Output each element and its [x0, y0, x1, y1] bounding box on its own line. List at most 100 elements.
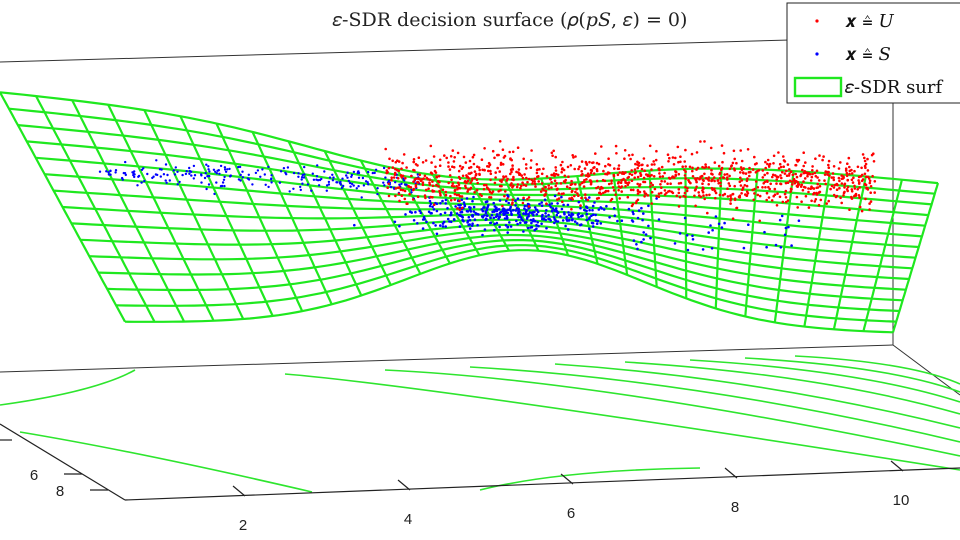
point-u — [823, 179, 826, 182]
point-u — [616, 173, 620, 177]
point-s — [357, 176, 361, 179]
point-u — [868, 179, 872, 183]
point-u — [643, 195, 646, 198]
point-u — [858, 205, 862, 209]
point-s — [432, 221, 435, 225]
point-u — [832, 193, 836, 197]
point-s — [224, 170, 228, 173]
point-s — [165, 181, 168, 184]
point-u — [683, 191, 687, 195]
point-u — [653, 187, 657, 191]
point-s — [485, 207, 489, 210]
point-u — [633, 176, 636, 179]
point-u — [730, 165, 733, 168]
point-s — [297, 175, 300, 178]
point-s — [588, 208, 591, 212]
point-u — [726, 178, 729, 181]
point-u — [398, 199, 401, 203]
point-u — [638, 183, 642, 186]
point-s — [462, 201, 466, 204]
point-s — [192, 164, 196, 168]
point-u — [570, 190, 574, 194]
point-s — [181, 173, 184, 177]
point-s — [292, 187, 295, 190]
point-u — [509, 184, 512, 187]
point-u — [408, 192, 411, 196]
point-u — [460, 195, 464, 198]
point-u — [618, 197, 621, 200]
point-s — [498, 211, 502, 215]
point-u — [394, 194, 397, 198]
point-s — [644, 233, 648, 236]
point-s — [576, 213, 580, 216]
point-u — [746, 177, 749, 180]
point-u — [802, 180, 805, 183]
point-u — [510, 182, 513, 185]
point-u — [489, 169, 492, 173]
point-s — [315, 178, 318, 181]
point-s — [630, 219, 634, 222]
point-u — [466, 190, 469, 193]
point-s — [709, 224, 712, 227]
point-s — [418, 209, 422, 212]
y-axis-line — [0, 423, 126, 501]
point-u — [806, 174, 809, 178]
point-u — [412, 180, 415, 184]
point-u — [837, 167, 841, 170]
point-u — [846, 185, 850, 189]
point-s — [301, 173, 304, 177]
point-s — [297, 172, 300, 175]
point-u — [554, 169, 558, 172]
point-s — [429, 202, 433, 206]
point-u — [836, 183, 839, 187]
point-s — [533, 219, 537, 223]
point-u — [501, 204, 504, 208]
point-s — [642, 238, 645, 241]
point-s — [327, 180, 331, 184]
point-u — [864, 162, 868, 166]
point-u — [815, 193, 819, 196]
point-s — [299, 188, 302, 192]
point-u — [576, 192, 579, 195]
point-s — [188, 166, 191, 170]
point-u — [853, 169, 856, 173]
point-u — [827, 199, 830, 203]
point-u — [674, 170, 678, 174]
point-s — [530, 225, 534, 229]
point-u — [720, 144, 724, 147]
point-u — [808, 172, 812, 176]
point-u — [416, 177, 420, 180]
point-u — [693, 194, 696, 198]
point-s — [205, 163, 208, 166]
point-s — [566, 228, 570, 231]
point-s — [430, 211, 433, 215]
point-u — [614, 193, 617, 196]
point-u — [788, 172, 791, 175]
point-u — [421, 183, 425, 187]
point-u — [623, 149, 627, 152]
point-u — [544, 189, 548, 193]
point-s — [261, 168, 264, 171]
point-u — [684, 170, 687, 173]
point-u — [804, 194, 808, 198]
point-s — [550, 202, 554, 205]
point-s — [327, 183, 331, 186]
point-s — [636, 247, 639, 251]
series-s-points — [98, 159, 801, 252]
point-u — [624, 171, 627, 174]
point-s — [168, 179, 171, 182]
point-s — [285, 173, 288, 176]
point-u — [640, 163, 643, 167]
point-u — [824, 182, 827, 186]
point-s — [432, 208, 436, 211]
point-u — [451, 182, 455, 185]
point-u — [464, 161, 468, 164]
point-u — [762, 182, 765, 185]
floor-back-edge — [0, 344, 894, 373]
point-u — [504, 175, 508, 178]
point-u — [461, 174, 465, 178]
point-u — [498, 140, 502, 143]
point-s — [460, 198, 464, 202]
point-s — [428, 199, 432, 203]
point-u — [458, 208, 462, 212]
